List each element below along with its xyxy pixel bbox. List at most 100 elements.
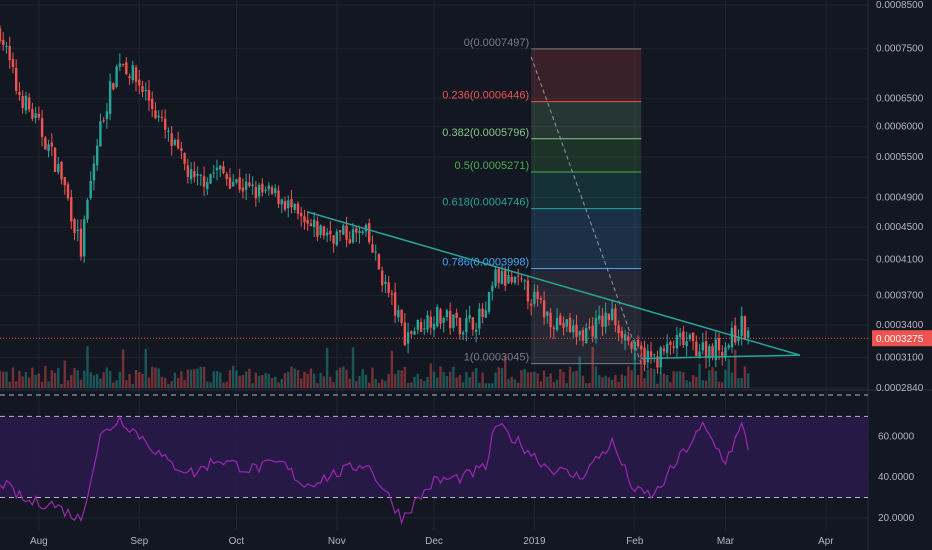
volume-bar [529, 372, 533, 388]
candle-body [419, 322, 423, 332]
volume-bar [455, 377, 458, 388]
volume-bar [228, 370, 232, 388]
volume-bar [465, 371, 468, 388]
volume-bar [358, 375, 361, 388]
candle-body [21, 96, 24, 109]
candle-body [640, 345, 643, 350]
support-line [641, 354, 801, 360]
candle-body [380, 270, 384, 286]
volume-bar [274, 376, 277, 388]
price-axis-tick-label: 0.0002840 [876, 383, 924, 394]
candle-body [329, 230, 332, 235]
volume-bar [199, 366, 203, 388]
volume-bar [118, 371, 122, 388]
volume-bar [322, 376, 326, 388]
candle-body [319, 225, 322, 235]
volume-bar [610, 379, 614, 388]
candle-body [523, 280, 526, 282]
volume-bar [264, 372, 267, 388]
candle-body [730, 327, 734, 348]
candle-body [215, 167, 219, 171]
candle-body [708, 346, 711, 359]
candle-body [293, 203, 296, 210]
candle-body [5, 45, 8, 47]
candle-body [559, 315, 562, 325]
fib-level-label: 1(0.0003045) [464, 352, 529, 364]
volume-bar [254, 372, 258, 388]
candle-body [277, 190, 280, 205]
candle-body [481, 308, 484, 317]
candle-body [507, 275, 510, 284]
candle-body [316, 221, 319, 237]
volume-bar [371, 367, 374, 388]
candle-body [47, 144, 50, 152]
time-axis-tick-label: Aug [30, 536, 48, 547]
candle-body [575, 324, 578, 338]
candle-body [740, 315, 743, 336]
volume-bar [351, 347, 355, 388]
volume-bar [416, 373, 420, 388]
volume-bar [678, 371, 682, 388]
candle-body [436, 306, 439, 327]
candle-body [701, 342, 705, 351]
volume-bar [70, 375, 73, 388]
volume-bar [717, 381, 721, 388]
candle-body [653, 354, 656, 356]
volume-bar [727, 359, 730, 388]
candle-body [643, 347, 646, 365]
candle-body [649, 351, 653, 357]
volume-bar [695, 376, 698, 388]
candle-body [27, 97, 31, 110]
volume-bar [640, 353, 643, 388]
volume-bar [419, 379, 423, 388]
candle-body [620, 330, 624, 338]
volume-bar [163, 377, 167, 388]
volume-bar [500, 367, 504, 388]
volume-bar [5, 371, 8, 388]
candle-body [261, 183, 264, 193]
candle-body [656, 356, 659, 368]
rsi-axis-tick-label: 40.0000 [878, 472, 915, 483]
rsi-band [0, 416, 868, 498]
volume-bar [659, 372, 662, 388]
volume-bar [711, 367, 714, 388]
candle-body [387, 282, 390, 294]
volume-bar [497, 367, 500, 388]
candle-body [361, 231, 364, 234]
candle-body [83, 219, 86, 257]
candle-body [147, 90, 151, 101]
volume-bar [594, 366, 598, 388]
volume-bar [478, 382, 481, 388]
fibonacci-retracement[interactable]: 0(0.0007497) 0.236(0.0006446) 0.382(0.0005… [442, 37, 642, 365]
fib-level-label: 0.236(0.0006446) [442, 90, 529, 102]
descending-trendline [307, 211, 801, 356]
volume-bar [607, 377, 611, 388]
candle-body [471, 317, 475, 330]
candle-body [241, 187, 245, 192]
volume-bar [176, 378, 180, 388]
volume-bar [688, 381, 692, 388]
volume-bar [698, 363, 701, 388]
candle-body [99, 121, 102, 147]
volume-bar [183, 379, 186, 388]
candle-body [368, 223, 371, 243]
volume-bar [248, 368, 251, 388]
volume-bar [565, 383, 568, 388]
volume-bar [426, 376, 429, 388]
volume-bar [724, 369, 727, 388]
volume-bar [261, 375, 264, 388]
candle-body [8, 46, 11, 61]
volume-bar [439, 366, 442, 388]
candle-body [468, 315, 471, 319]
volume-bar [504, 356, 507, 388]
candlesticks[interactable] [0, 25, 750, 374]
volume-bar [377, 382, 381, 388]
volume-bar [44, 366, 47, 388]
drawn-lines[interactable] [0, 211, 868, 360]
candle-body [623, 334, 627, 341]
volume-bar [95, 373, 99, 388]
volume-bar [31, 367, 34, 388]
volume-bar [189, 369, 193, 388]
candle-body [614, 308, 617, 325]
